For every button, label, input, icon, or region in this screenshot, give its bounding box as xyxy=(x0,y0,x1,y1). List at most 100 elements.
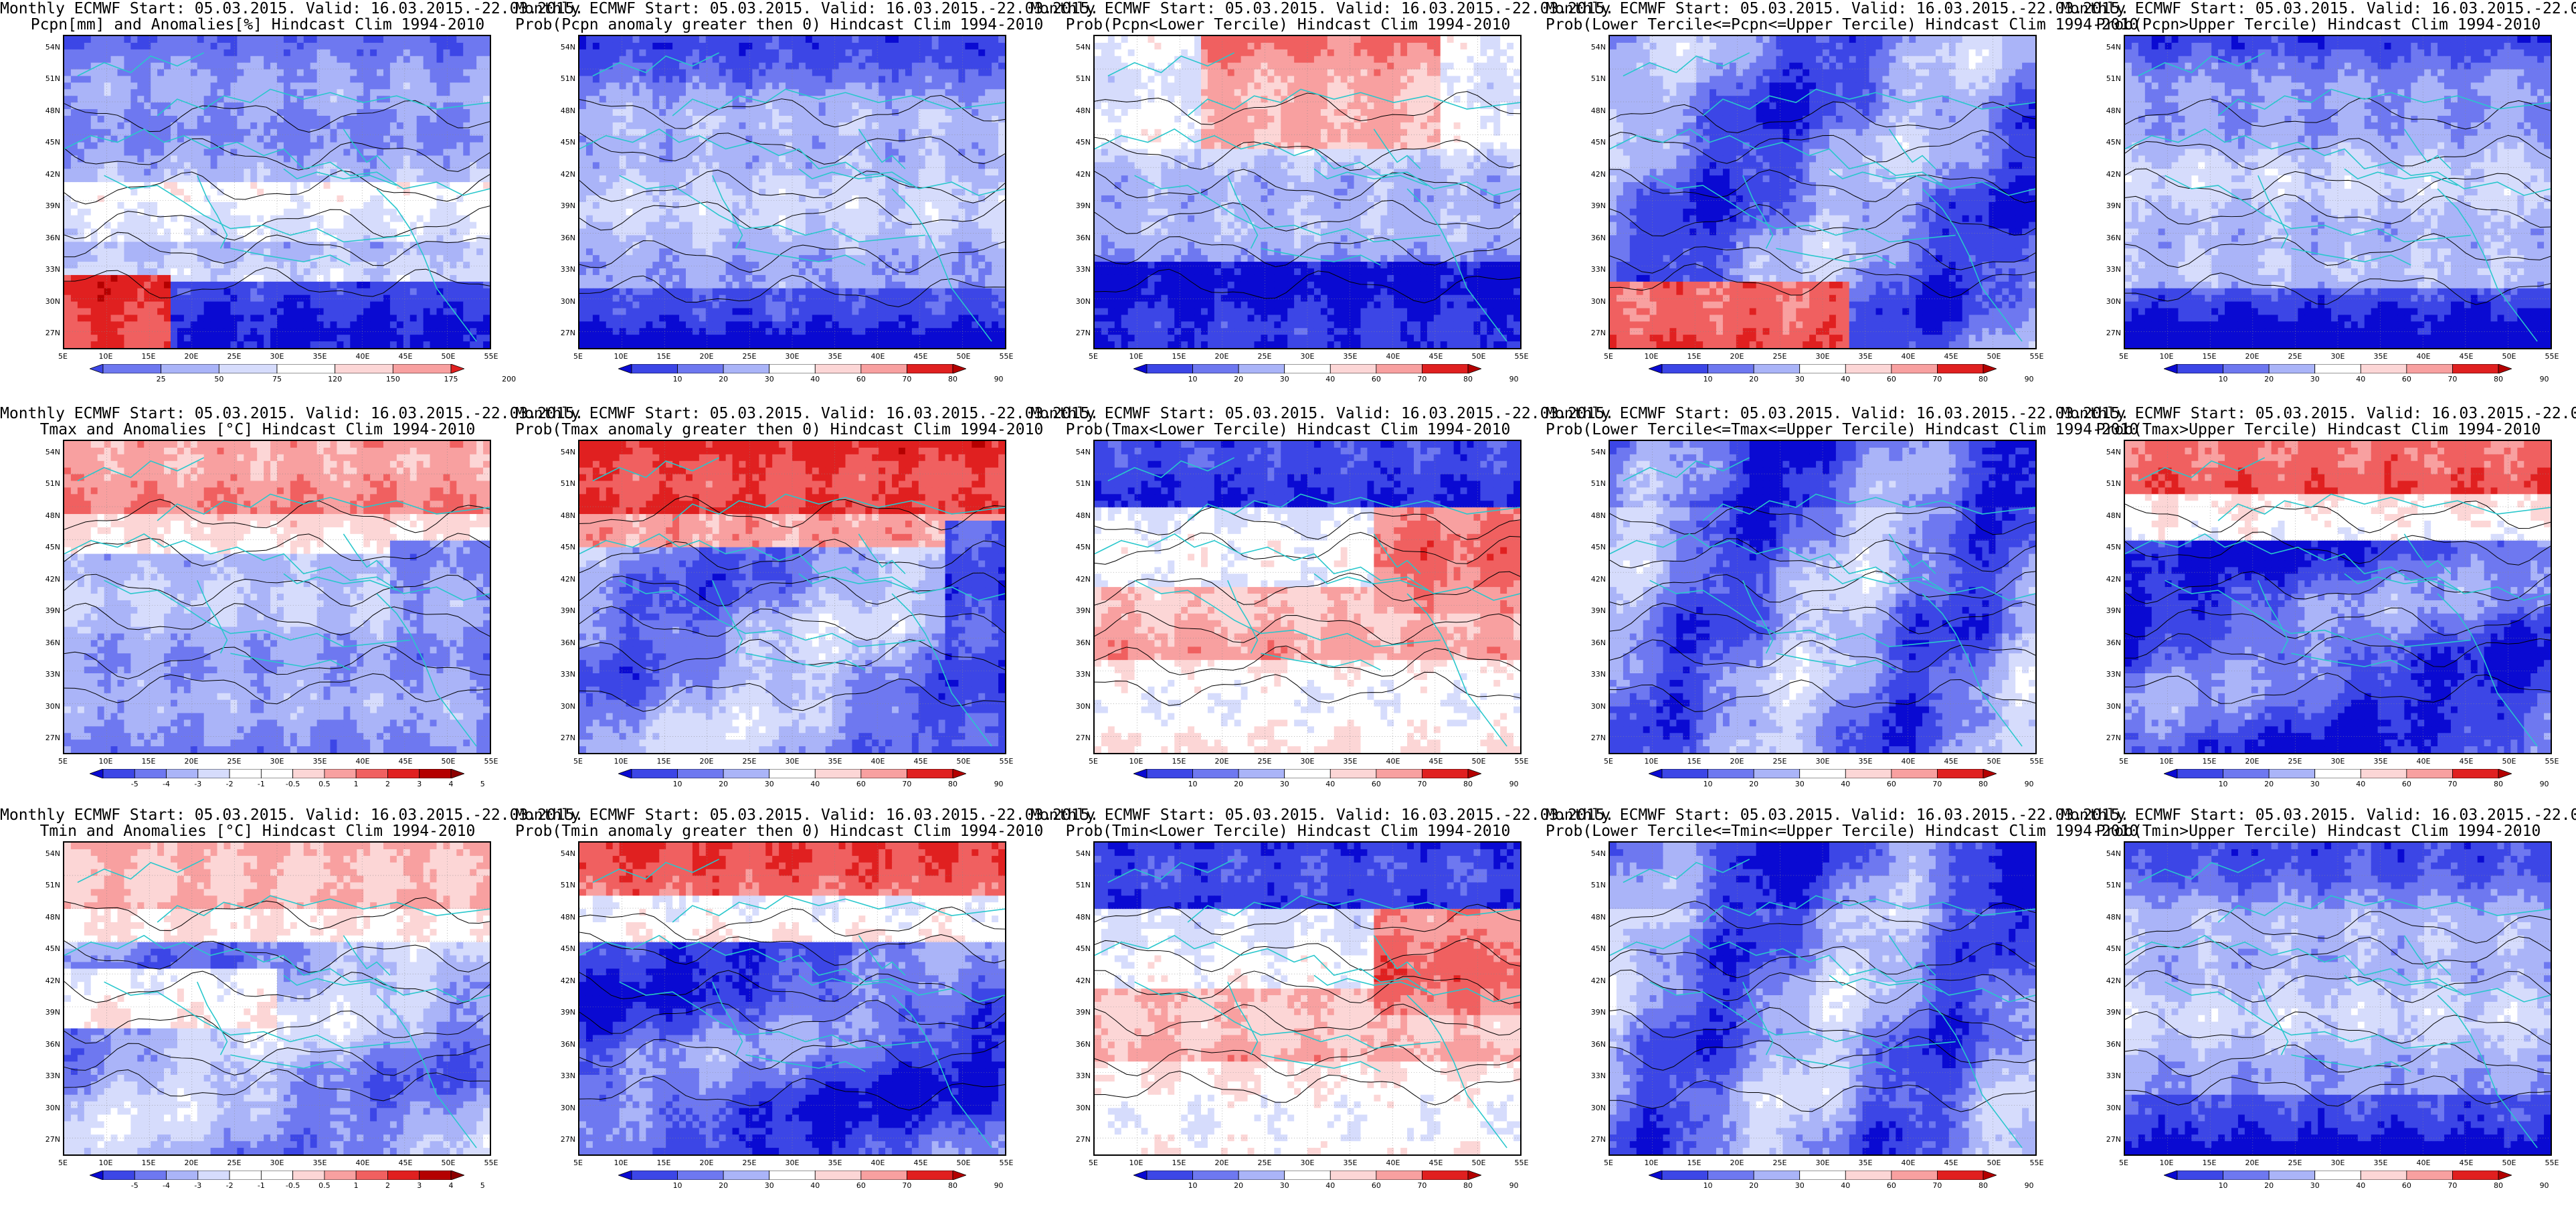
colorbar-arrow-right xyxy=(2498,769,2512,778)
latitude-label: 39N xyxy=(41,606,60,615)
forecast-map xyxy=(63,841,491,1156)
colorbar-arrow-left xyxy=(1649,1171,1662,1180)
latitude-label: 45N xyxy=(2102,944,2121,953)
colorbar-arrow-right xyxy=(1983,1171,1997,1180)
longitude-label: 50E xyxy=(2499,1158,2519,1167)
longitude-label: 50E xyxy=(953,352,974,361)
colorbar-label: 80 xyxy=(943,1181,963,1190)
latitude-label: 54N xyxy=(557,43,575,52)
latitude-label: 30N xyxy=(1587,297,1606,306)
colorbar-segment xyxy=(1147,364,1193,373)
longitude-label: 5E xyxy=(2114,352,2134,361)
colorbar-segment xyxy=(1708,364,1754,373)
longitude-label: 40E xyxy=(2413,757,2433,766)
field-cells xyxy=(64,843,490,1154)
latitude-label: 54N xyxy=(41,849,60,858)
latitude-label: 30N xyxy=(2102,702,2121,711)
latitude-label: 30N xyxy=(1072,1104,1091,1112)
latitude-label: 45N xyxy=(557,944,575,953)
longitude-label: 45E xyxy=(1426,1158,1446,1167)
colorbar-label: 90 xyxy=(2535,1181,2555,1190)
latitude-label: 39N xyxy=(1072,1008,1091,1017)
colorbar-segment xyxy=(1422,364,1468,373)
colorbar-segment xyxy=(2269,769,2315,778)
longitude-label: 50E xyxy=(2499,352,2519,361)
latitude-label: 39N xyxy=(1587,201,1606,210)
colorbar-label: 4 xyxy=(441,780,461,788)
colorbar-segment xyxy=(1285,769,1331,778)
map-svg xyxy=(1095,441,1520,753)
longitude-label: 20E xyxy=(181,352,201,361)
forecast-panel: Monthly ECMWF Start: 05.03.2015. Valid: … xyxy=(1030,0,1546,402)
colorbar xyxy=(90,1171,464,1180)
colorbar-label: 40 xyxy=(805,780,825,788)
latitude-label: 51N xyxy=(1072,881,1091,889)
panel-title-line1: Monthly ECMWF Start: 05.03.2015. Valid: … xyxy=(1030,806,1546,824)
colorbar-segment xyxy=(1330,1171,1376,1180)
map-svg xyxy=(1095,843,1520,1154)
latitude-label: 42N xyxy=(1587,976,1606,985)
longitude-label: 25E xyxy=(1770,757,1790,766)
colorbar-segment xyxy=(103,364,161,373)
field-cells xyxy=(1610,843,2035,1154)
longitude-label: 50E xyxy=(1984,1158,2004,1167)
panel-title-line1: Monthly ECMWF Start: 05.03.2015. Valid: … xyxy=(0,405,515,422)
latitude-label: 48N xyxy=(41,913,60,922)
latitude-label: 51N xyxy=(1587,74,1606,83)
latitude-label: 36N xyxy=(1587,234,1606,242)
colorbar-segment xyxy=(1422,1171,1468,1180)
longitude-label: 20E xyxy=(1212,757,1232,766)
latitude-label: 48N xyxy=(1587,106,1606,115)
longitude-label: 15E xyxy=(2199,352,2219,361)
latitude-label: 36N xyxy=(1587,638,1606,647)
latitude-label: 33N xyxy=(41,670,60,679)
panel-title-line1: Monthly ECMWF Start: 05.03.2015. Valid: … xyxy=(515,405,1030,422)
longitude-label: 35E xyxy=(825,757,845,766)
panel-title-line1: Monthly ECMWF Start: 05.03.2015. Valid: … xyxy=(0,806,515,824)
latitude-label: 33N xyxy=(2102,1071,2121,1080)
colorbar-label: 60 xyxy=(1366,375,1386,383)
longitude-label: 55E xyxy=(1511,1158,1532,1167)
colorbar-label: 90 xyxy=(989,375,1009,383)
longitude-label: 30E xyxy=(267,352,287,361)
latitude-label: 36N xyxy=(1587,1040,1606,1049)
map-svg xyxy=(1610,441,2035,753)
latitude-label: 27N xyxy=(2102,1135,2121,1144)
map-svg xyxy=(579,36,1005,348)
latitude-label: 36N xyxy=(41,638,60,647)
colorbar xyxy=(90,769,464,778)
colorbar-segment xyxy=(1147,1171,1193,1180)
longitude-label: 50E xyxy=(438,1158,458,1167)
colorbar-label: 10 xyxy=(1183,375,1203,383)
longitude-label: 5E xyxy=(568,757,588,766)
longitude-label: 5E xyxy=(568,352,588,361)
colorbar-segment xyxy=(161,364,219,373)
colorbar-label: 80 xyxy=(943,780,963,788)
panel-title-line1: Monthly ECMWF Start: 05.03.2015. Valid: … xyxy=(1030,0,1546,17)
colorbar-arrow-right xyxy=(953,769,966,778)
map-svg xyxy=(1610,843,2035,1154)
longitude-label: 30E xyxy=(782,352,802,361)
latitude-label: 33N xyxy=(41,1071,60,1080)
latitude-label: 30N xyxy=(557,297,575,306)
colorbar-segment xyxy=(2452,364,2498,373)
field-cells xyxy=(2125,843,2551,1154)
panel-title-line2: Pcpn[mm] and Anomalies[%] Hindcast Clim … xyxy=(0,16,515,33)
longitude-label: 25E xyxy=(224,352,244,361)
longitude-label: 40E xyxy=(1383,352,1403,361)
longitude-label: 55E xyxy=(2542,1158,2562,1167)
panel-title-line1: Monthly ECMWF Start: 05.03.2015. Valid: … xyxy=(2061,806,2576,824)
latitude-label: 48N xyxy=(557,511,575,520)
latitude-label: 54N xyxy=(1072,448,1091,456)
colorbar-label: 3 xyxy=(409,1181,430,1190)
panel-title-line1: Monthly ECMWF Start: 05.03.2015. Valid: … xyxy=(0,0,515,17)
latitude-label: 48N xyxy=(557,106,575,115)
colorbar xyxy=(1133,1171,1481,1180)
latitude-label: 42N xyxy=(2102,575,2121,584)
colorbar-label: 20 xyxy=(1228,375,1249,383)
colorbar-segment xyxy=(2407,1171,2453,1180)
latitude-label: 30N xyxy=(1587,1104,1606,1112)
longitude-label: 5E xyxy=(1083,1158,1103,1167)
colorbar-segment xyxy=(229,1171,261,1180)
colorbar-arrow-right xyxy=(2498,1171,2512,1180)
